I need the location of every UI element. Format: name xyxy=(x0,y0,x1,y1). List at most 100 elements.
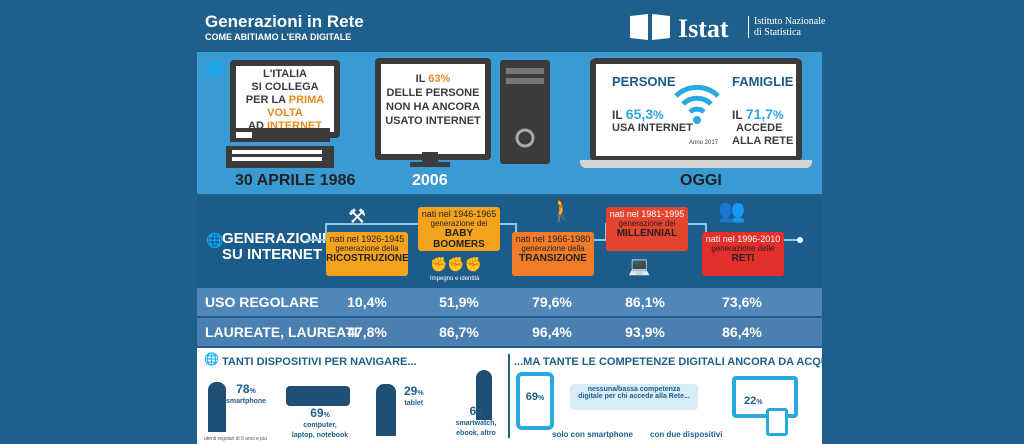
builder-icon: ⚒ xyxy=(348,206,366,228)
crowd-icon: 👥 xyxy=(718,198,746,223)
devices-title-right: ...MA TANTE LE COMPETENZE DIGITALI ANCOR… xyxy=(514,356,858,368)
keyboard-icon xyxy=(226,128,334,168)
famiglie-label: FAMIGLIE xyxy=(732,74,794,89)
person-watch-icon xyxy=(476,370,492,420)
only-phone-label: solo con smartphone xyxy=(552,430,633,439)
hikers-icon: 🚶 xyxy=(548,198,576,223)
computer-tower-icon xyxy=(500,60,550,164)
famiglie-text-2: ALLA RETE xyxy=(732,135,794,147)
phone-icon xyxy=(516,372,554,430)
generations-title: GENERAZIONI SU INTERNET xyxy=(222,231,326,263)
tv2-line3: NON HA ANCORA xyxy=(386,101,480,113)
tv-1986: L'ITALIA SI COLLEGA PER LA PRIMA VOLTA A… xyxy=(230,60,340,138)
computer-label-2: laptop, notebook xyxy=(291,432,349,439)
table-cell: 96,4% xyxy=(532,324,572,340)
page-subtitle: COME ABITIAMO L'ERA DIGITALE xyxy=(205,32,352,42)
row-label: LAUREATE, LAUREATI xyxy=(205,324,358,340)
wifi-icon xyxy=(674,84,720,124)
gen2-name: BABY BOOMERS xyxy=(433,228,485,250)
watch-stat: 6% smartwatch, ebook, altro xyxy=(446,405,506,439)
row-label: USO REGOLARE xyxy=(205,294,319,310)
famiglie-text-1: ACCEDE xyxy=(736,122,783,134)
gen1-born: nati nel 1926-1945 xyxy=(329,234,405,244)
competenza-line1: nessuna/bassa competenza xyxy=(587,386,681,393)
famiglie-pct: IL 71,7% xyxy=(732,106,784,122)
person-on-couch-icon xyxy=(286,386,350,406)
laptop-base xyxy=(580,160,812,168)
gen5-gen: generazione delle xyxy=(711,244,775,253)
two-devices-label: con due dispositivi xyxy=(650,430,723,439)
tablet-stat: 29% tablet xyxy=(404,384,424,407)
date-today: OGGI xyxy=(680,172,722,189)
competenza-line2: digitale per chi accede alla Rete... xyxy=(578,393,690,400)
date-1986: 30 APRILE 1986 xyxy=(235,172,356,189)
gen4-born: nati nel 1981-1995 xyxy=(609,209,685,219)
gen2-gen: generazione dei xyxy=(430,219,488,228)
gen2-born: nati nel 1946-1965 xyxy=(421,209,497,219)
worker-icon: 💻 xyxy=(628,256,651,276)
watch-label-1: smartwatch, xyxy=(455,420,497,427)
institute-line-2: di Statistica xyxy=(754,27,801,38)
monitor-stand xyxy=(422,152,438,162)
gen-baby-boomers: nati nel 1946-1965 generazione dei BABY … xyxy=(418,207,500,251)
institute-line-1: Istituto Nazionale xyxy=(754,16,826,27)
gen4-gen: generazione dei xyxy=(618,219,676,228)
computer-label-1: computer, xyxy=(303,422,337,429)
gen1-name: RICOSTRUZIONE xyxy=(326,253,409,264)
istat-logo: Istat Istituto Nazionale di Statistica xyxy=(628,10,828,46)
tv2-line1: IL 63% xyxy=(415,73,451,85)
note-label: utenti regolari di 6 anni e più xyxy=(204,436,267,442)
smartphone-label: smartphone xyxy=(226,398,267,405)
globe-icon-2: 🌐 xyxy=(206,232,224,248)
tv1-line1: L'ITALIA xyxy=(263,68,307,80)
table-cell: 93,9% xyxy=(625,324,665,340)
table-cell: 79,6% xyxy=(532,294,572,310)
gen5-name: RETI xyxy=(731,253,755,264)
persone-label: PERSONE xyxy=(612,74,676,89)
gen-reti: nati nel 1996-2010 generazione delle RET… xyxy=(702,232,784,276)
logo-text: Istat xyxy=(678,14,729,43)
table-cell: 86,1% xyxy=(625,294,665,310)
table-cell: 10,4% xyxy=(347,294,387,310)
gen-transizione: nati nel 1966-1980 generazione della TRA… xyxy=(512,232,594,276)
table-cell: 86,4% xyxy=(722,324,762,340)
table-cell: 86,7% xyxy=(439,324,479,340)
table-row-uso-regolare: USO REGOLARE 10,4% 51,9% 79,6% 86,1% 73,… xyxy=(197,288,822,316)
divider xyxy=(508,354,510,438)
two-devices-pct: 22% xyxy=(744,395,763,407)
gen3-gen: generazione della xyxy=(521,244,585,253)
gen4-name: MILLENNIAL xyxy=(616,228,678,239)
tablet-icon xyxy=(766,408,788,436)
tv1-line2: SI COLLEGA xyxy=(251,81,319,93)
persone-pct: IL 65,3% xyxy=(612,106,664,122)
smartphone-stat: 78% smartphone xyxy=(226,382,267,405)
tv1-line3: PER LA PRIMA VOLTA xyxy=(245,94,325,119)
gen-title-1: GENERAZIONI xyxy=(222,230,327,247)
devices-title-left: TANTI DISPOSITIVI PER NAVIGARE... xyxy=(222,356,417,368)
istat-book-icon xyxy=(630,14,670,40)
gen3-born: nati nel 1966-1980 xyxy=(515,234,591,244)
gen-title-2: SU INTERNET xyxy=(222,246,323,263)
competenza-box: nessuna/bassa competenza digitale per ch… xyxy=(570,384,698,410)
impegno-label: Impegno e identità xyxy=(430,276,480,282)
only-phone-pct: 69% xyxy=(525,391,545,403)
table-row-laureati: LAUREATE, LAUREATI 47,8% 86,7% 96,4% 93,… xyxy=(197,318,822,346)
gen5-born: nati nel 1996-2010 xyxy=(705,234,781,244)
monitor-icon xyxy=(732,376,798,418)
protest-icon: ✊✊✊ xyxy=(430,256,483,272)
page-title: Generazioni in Rete xyxy=(205,12,364,31)
computer-stat: 69% computer, laptop, notebook xyxy=(291,406,349,439)
table-cell: 47,8% xyxy=(347,324,387,340)
watch-label-2: ebook, altro xyxy=(456,430,496,437)
gen-millennial: nati nel 1981-1995 generazione dei MILLE… xyxy=(606,207,688,251)
table-cell: 73,6% xyxy=(722,294,762,310)
tv2-line2: DELLE PERSONE xyxy=(386,87,480,99)
table-cell: 51,9% xyxy=(439,294,479,310)
gen-ricostruzione: nati nel 1926-1945 generazione della RIC… xyxy=(326,232,409,276)
tablet-label: tablet xyxy=(404,400,424,407)
person-phone-icon xyxy=(208,382,226,432)
date-2006: 2006 xyxy=(412,172,448,189)
globe-icon: 🌐 xyxy=(206,60,224,76)
gen1-gen: generazione della xyxy=(335,244,399,253)
person-tablet-icon xyxy=(376,384,396,436)
